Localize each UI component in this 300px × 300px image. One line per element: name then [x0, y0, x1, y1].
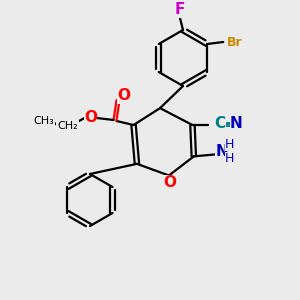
Text: CH₂: CH₂ [57, 121, 78, 131]
Text: H: H [225, 152, 235, 165]
Text: F: F [175, 2, 185, 17]
Text: CH₃: CH₃ [33, 116, 54, 126]
Text: O: O [164, 175, 176, 190]
Text: N: N [230, 116, 243, 131]
Text: O: O [117, 88, 130, 104]
Text: O: O [84, 110, 97, 124]
Text: Br: Br [226, 35, 242, 49]
Text: C: C [214, 116, 226, 131]
Text: N: N [215, 144, 228, 159]
Text: H: H [225, 138, 235, 151]
